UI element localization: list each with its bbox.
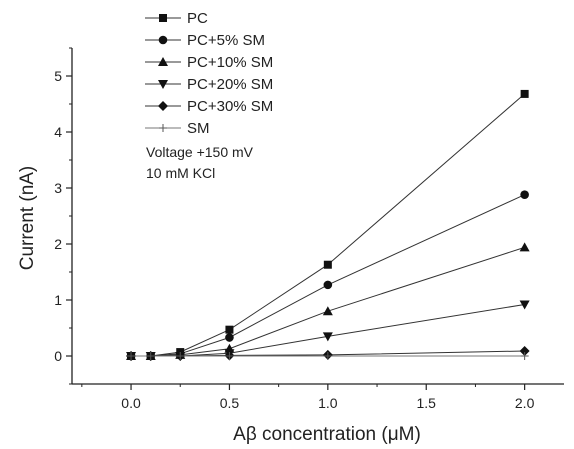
legend: PC PC+5% SM PC+10% SM PC+20% SM PC+30% SM SM — [145, 10, 273, 137]
legend-marker — [158, 101, 168, 111]
axes-frame — [71, 48, 564, 385]
legend-marker — [159, 124, 167, 132]
x-axis-ticks: 0.0 0.5 1.0 1.5 2.0 — [81, 384, 535, 411]
legend-label: PC+10% SM — [187, 54, 273, 71]
annotation-text: 10 mM KCl — [146, 165, 215, 181]
legend-marker — [158, 57, 168, 66]
data-point — [225, 333, 234, 342]
data-point — [520, 89, 529, 98]
legend-item: PC+5% SM — [145, 32, 265, 49]
annotations: Voltage +150 mV 10 mM KCl — [146, 144, 254, 181]
data-point — [323, 260, 332, 269]
data-point — [322, 332, 333, 342]
data-point — [176, 352, 185, 360]
legend-marker — [159, 14, 167, 22]
x-tick-label: 2.0 — [515, 395, 535, 411]
data-point — [323, 352, 332, 360]
annotation-text: Voltage +150 mV — [146, 144, 254, 160]
series-5 — [127, 352, 529, 360]
y-tick-label: 4 — [54, 124, 62, 140]
legend-item: PC+30% SM — [145, 98, 273, 115]
data-point — [225, 352, 234, 360]
legend-item: PC+10% SM — [145, 54, 273, 71]
legend-label: PC+20% SM — [187, 76, 273, 93]
y-tick-label: 5 — [54, 68, 62, 84]
legend-item: PC — [145, 10, 208, 27]
data-point — [519, 345, 530, 356]
y-tick-label: 3 — [54, 180, 62, 196]
y-tick-label: 2 — [54, 236, 62, 252]
series-2 — [126, 242, 530, 360]
legend-marker — [158, 80, 168, 89]
data-point — [146, 352, 155, 360]
legend-label: PC+30% SM — [187, 98, 273, 115]
legend-label: PC — [187, 10, 208, 27]
x-axis-title: Aβ concentration (μM) — [233, 424, 421, 445]
x-tick-label: 1.0 — [318, 395, 338, 411]
data-point — [322, 306, 333, 316]
data-point — [520, 190, 529, 200]
y-axis-ticks: 0 1 2 3 4 5 — [54, 47, 72, 385]
legend-marker — [158, 35, 168, 45]
y-tick-label: 1 — [54, 292, 62, 308]
data-point — [225, 325, 234, 334]
data-point — [127, 352, 136, 360]
y-tick-label: 0 — [54, 348, 62, 364]
x-tick-label: 0.5 — [220, 395, 240, 411]
data-point — [519, 242, 530, 252]
x-tick-label: 0.0 — [121, 395, 141, 411]
legend-label: PC+5% SM — [187, 32, 265, 49]
y-axis-title: Current (nA) — [17, 166, 38, 271]
x-tick-label: 1.5 — [417, 395, 437, 411]
legend-label: SM — [187, 120, 210, 137]
legend-item: SM — [145, 120, 210, 137]
data-point — [520, 352, 529, 360]
legend-item: PC+20% SM — [145, 76, 273, 93]
data-point — [323, 280, 333, 290]
data-point — [519, 300, 530, 310]
data-series-layer — [126, 89, 530, 361]
series-line — [131, 194, 525, 357]
